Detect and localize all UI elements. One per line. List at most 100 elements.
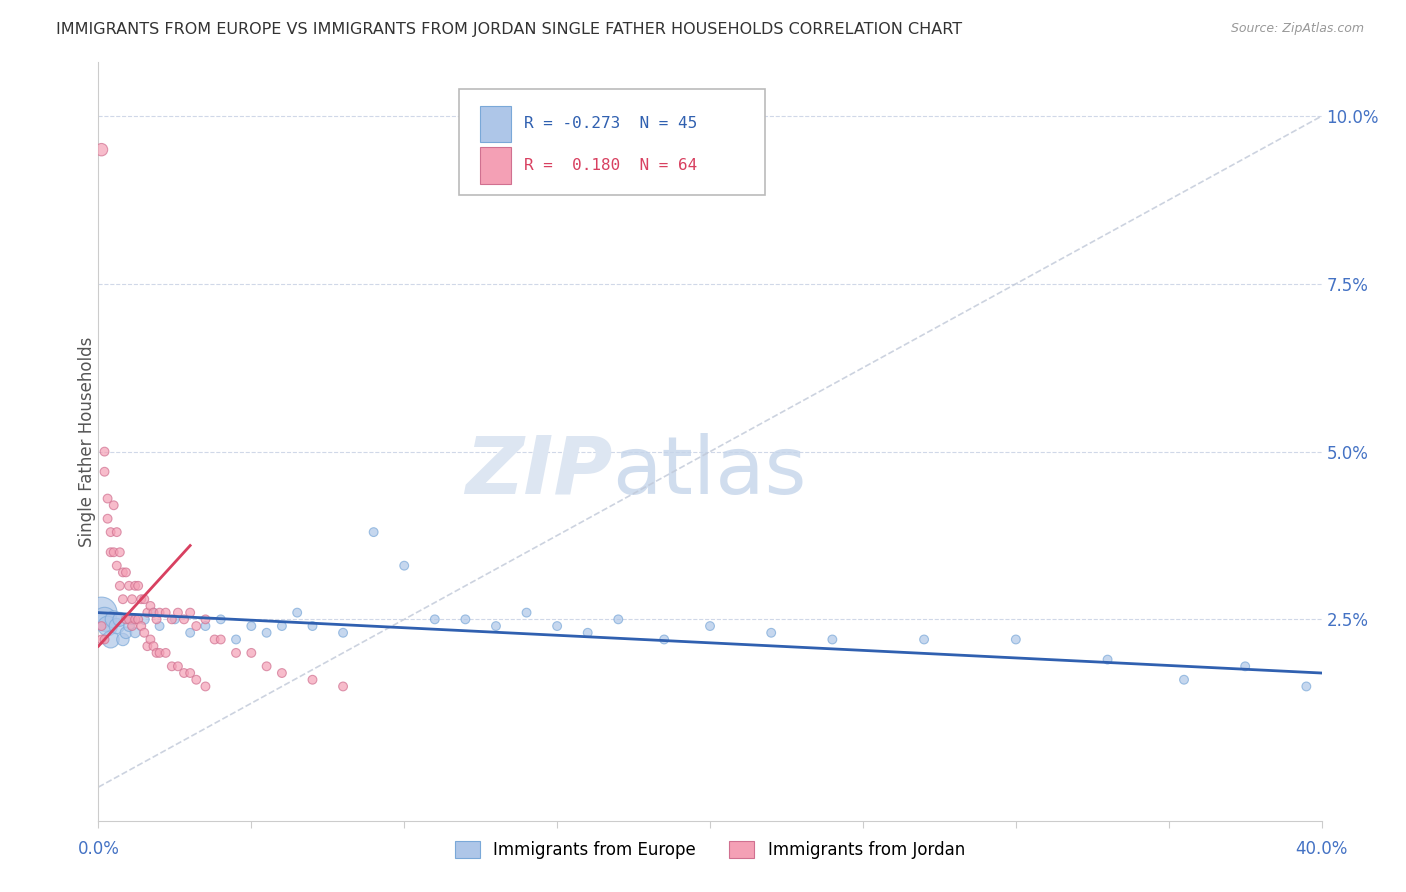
Bar bbox=[479, 147, 510, 184]
Point bbox=[134, 612, 156, 626]
Point bbox=[163, 612, 186, 626]
Point bbox=[270, 666, 292, 681]
Text: 40.0%: 40.0% bbox=[1295, 839, 1348, 857]
Point bbox=[90, 632, 112, 647]
Point bbox=[100, 525, 122, 540]
Point bbox=[240, 619, 263, 633]
Point bbox=[100, 632, 122, 647]
Point bbox=[652, 632, 675, 647]
Point bbox=[121, 612, 143, 626]
Point bbox=[194, 612, 217, 626]
Point bbox=[576, 625, 599, 640]
Text: Source: ZipAtlas.com: Source: ZipAtlas.com bbox=[1230, 22, 1364, 36]
Point bbox=[97, 619, 120, 633]
Point bbox=[301, 619, 323, 633]
Point bbox=[392, 558, 416, 573]
Point bbox=[118, 619, 141, 633]
Point bbox=[240, 646, 263, 660]
Point bbox=[332, 625, 354, 640]
Point bbox=[699, 619, 721, 633]
Point bbox=[179, 606, 201, 620]
Y-axis label: Single Father Households: Single Father Households bbox=[79, 336, 96, 547]
Point bbox=[167, 606, 190, 620]
Point bbox=[93, 632, 115, 647]
Point bbox=[145, 612, 167, 626]
Point bbox=[759, 625, 782, 640]
Point bbox=[1097, 652, 1119, 666]
Point bbox=[108, 545, 131, 559]
Point bbox=[194, 619, 217, 633]
Point bbox=[111, 566, 134, 580]
Point bbox=[90, 606, 112, 620]
Point bbox=[204, 632, 226, 647]
Point bbox=[546, 619, 568, 633]
Point bbox=[160, 659, 183, 673]
Point bbox=[912, 632, 935, 647]
Point bbox=[90, 143, 112, 157]
Point bbox=[179, 625, 201, 640]
Point bbox=[607, 612, 630, 626]
Point bbox=[115, 566, 138, 580]
Point bbox=[139, 599, 162, 613]
FancyBboxPatch shape bbox=[460, 89, 765, 195]
Point bbox=[134, 592, 156, 607]
Text: IMMIGRANTS FROM EUROPE VS IMMIGRANTS FROM JORDAN SINGLE FATHER HOUSEHOLDS CORREL: IMMIGRANTS FROM EUROPE VS IMMIGRANTS FRO… bbox=[56, 22, 962, 37]
Point bbox=[186, 619, 208, 633]
Point bbox=[124, 612, 146, 626]
Point bbox=[97, 491, 120, 506]
Point bbox=[516, 606, 538, 620]
Point bbox=[121, 619, 143, 633]
Point bbox=[127, 579, 149, 593]
Point bbox=[129, 619, 152, 633]
Point bbox=[105, 525, 128, 540]
Point bbox=[186, 673, 208, 687]
Text: ZIP: ZIP bbox=[465, 433, 612, 511]
Text: R = -0.273  N = 45: R = -0.273 N = 45 bbox=[524, 116, 697, 131]
Point bbox=[173, 666, 195, 681]
Point bbox=[139, 632, 162, 647]
Point bbox=[142, 606, 165, 620]
Point bbox=[105, 619, 128, 633]
Point bbox=[97, 512, 120, 526]
Point bbox=[136, 639, 159, 653]
Point bbox=[145, 646, 167, 660]
Point bbox=[105, 558, 128, 573]
Point bbox=[256, 659, 278, 673]
Point bbox=[100, 545, 122, 559]
Point bbox=[225, 646, 247, 660]
Point bbox=[1295, 680, 1317, 694]
Point bbox=[103, 612, 125, 626]
Point bbox=[270, 619, 292, 633]
Point bbox=[332, 680, 354, 694]
Point bbox=[155, 646, 177, 660]
Point bbox=[90, 619, 112, 633]
Point bbox=[134, 625, 156, 640]
Point bbox=[136, 606, 159, 620]
Point bbox=[209, 612, 232, 626]
Point bbox=[149, 619, 172, 633]
Text: atlas: atlas bbox=[612, 433, 807, 511]
Bar bbox=[479, 105, 510, 142]
Point bbox=[115, 625, 138, 640]
Legend: Immigrants from Europe, Immigrants from Jordan: Immigrants from Europe, Immigrants from … bbox=[449, 834, 972, 865]
Point bbox=[160, 612, 183, 626]
Point bbox=[485, 619, 508, 633]
Point bbox=[155, 606, 177, 620]
Point bbox=[423, 612, 446, 626]
Point bbox=[194, 680, 217, 694]
Point bbox=[103, 545, 125, 559]
Point bbox=[142, 639, 165, 653]
Point bbox=[285, 606, 308, 620]
Text: 0.0%: 0.0% bbox=[77, 839, 120, 857]
Point bbox=[93, 465, 115, 479]
Point bbox=[256, 625, 278, 640]
Point bbox=[124, 625, 146, 640]
Point bbox=[1004, 632, 1026, 647]
Point bbox=[225, 632, 247, 647]
Point bbox=[454, 612, 477, 626]
Point bbox=[1173, 673, 1195, 687]
Point bbox=[179, 666, 201, 681]
Point bbox=[1234, 659, 1257, 673]
Point bbox=[142, 606, 165, 620]
Point bbox=[93, 444, 115, 458]
